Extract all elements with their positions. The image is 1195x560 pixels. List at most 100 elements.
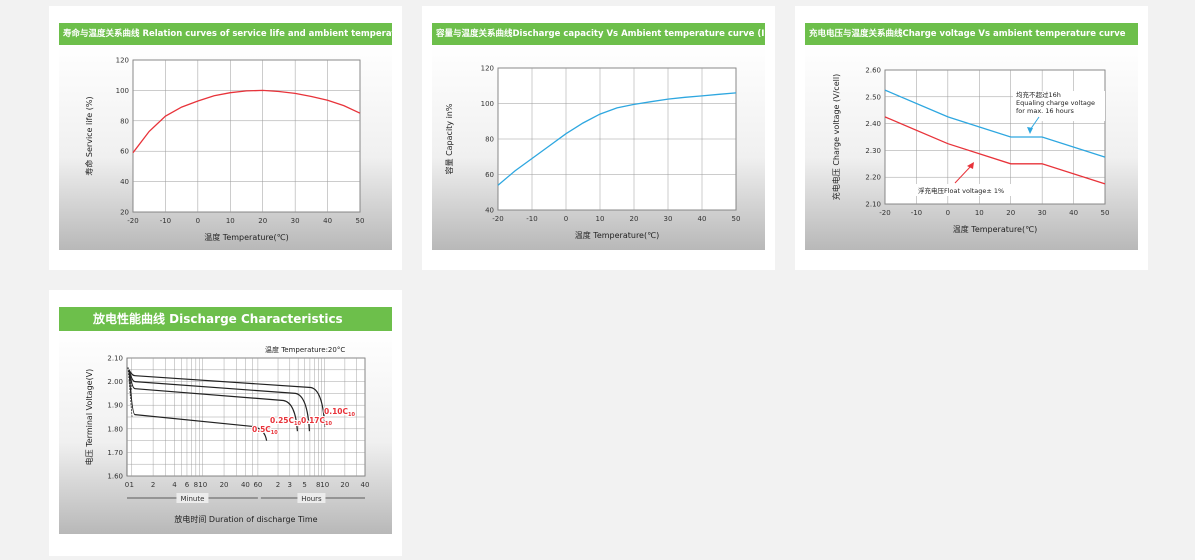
annotation-text: for max. 16 hours — [1016, 107, 1075, 115]
x-tick-label: 10 — [198, 481, 207, 489]
y-tick-label: 1.60 — [107, 473, 123, 481]
bracket-label-bg — [297, 493, 326, 503]
annotation-text: 浮充电压Float voltage± 1% — [918, 186, 1004, 195]
chart-card-capacity: 容量与温度关系曲线Discharge capacity Vs Ambient t… — [422, 6, 775, 270]
y-tick-label: 120 — [116, 57, 129, 65]
annotation-text: 均充不超过16h — [1016, 90, 1061, 99]
annotation-bg — [1013, 91, 1105, 121]
x-tick-label: -10 — [526, 215, 537, 223]
x-tick-label: 4 — [172, 481, 177, 489]
series-line — [884, 116, 1106, 185]
series-label: 0.5C10 — [252, 425, 278, 436]
annotation-arrow — [954, 165, 972, 184]
x-tick-label: -20 — [879, 209, 890, 217]
chart-title-banner: 放电性能曲线 Discharge Characteristics — [59, 307, 392, 331]
x-tick-label: 0 — [196, 217, 200, 225]
y-axis-label: 充电电压 Charge voltage (V/cell) — [831, 74, 841, 200]
plot-area — [132, 59, 361, 213]
x-tick-label: 30 — [664, 215, 673, 223]
x-tick-label: 0 — [125, 481, 129, 489]
x-tick-label: 50 — [732, 215, 741, 223]
chart-svg: -20 -10 0 10 20 30 40 50 20 40 60 80 100 120 温度 Temper… — [84, 57, 365, 243]
x-tick-label: 2 — [151, 481, 155, 489]
x-tick-label: 20 — [1006, 209, 1015, 217]
series-label: 0.17C10 — [301, 416, 332, 427]
y-tick-label: 60 — [485, 171, 494, 179]
y-tick-label: 100 — [481, 100, 494, 108]
y-tick-label: 80 — [485, 136, 494, 144]
discharge-curve — [128, 369, 311, 432]
x-axis-label: 温度 Temperature(℃) — [204, 232, 288, 242]
x-tick-label: 0 — [946, 209, 950, 217]
x-tick-label: 20 — [340, 481, 349, 489]
x-tick-label: 8 — [194, 481, 198, 489]
series-line — [132, 89, 361, 154]
y-axis-label: 寿命 Service life (%) — [84, 96, 94, 175]
x-tick-label: 40 — [698, 215, 707, 223]
y-tick-label: 80 — [120, 117, 129, 125]
chart-title: 充电电压与温度关系曲线Charge voltage Vs ambient tem… — [809, 29, 1126, 39]
annotation-arrowhead — [967, 162, 974, 169]
chart-svg: -20 -10 0 10 20 30 40 50 40 60 80 100 120 温度 Temperat… — [444, 65, 741, 241]
y-tick-label: 40 — [485, 207, 494, 215]
discharge-curve — [128, 369, 268, 441]
temperature-annotation: 温度 Temperature:20°C — [265, 345, 345, 354]
x-axis-label: 温度 Temperature(℃) — [953, 224, 1037, 234]
y-tick-label: 120 — [481, 65, 494, 73]
discharge-curve — [128, 369, 326, 427]
x-tick-label: 0 — [564, 215, 568, 223]
x-group-label: Hours — [301, 495, 322, 503]
chart-title-banner: 寿命与温度关系曲线 Relation curves of service lif… — [59, 23, 392, 45]
x-tick-label: 10 — [596, 215, 605, 223]
x-tick-label: 20 — [220, 481, 229, 489]
series-label: 0.25C10 — [270, 416, 301, 427]
chart-title: 放电性能曲线 Discharge Characteristics — [93, 312, 343, 326]
y-tick-label: 20 — [120, 209, 129, 217]
y-axis-label: 电压 Terminal Voltage(V) — [84, 369, 94, 466]
annotation-text: Equaling charge voltage — [1016, 99, 1095, 107]
chart-title: 寿命与温度关系曲线 Relation curves of service lif… — [63, 29, 392, 39]
y-tick-label: 2.40 — [865, 120, 881, 128]
x-tick-label: 5 — [302, 481, 306, 489]
x-tick-label: -20 — [492, 215, 503, 223]
x-axis-label: 温度 Temperature(℃) — [575, 230, 659, 240]
chart-card-charge-voltage: 充电电压与温度关系曲线Charge voltage Vs ambient tem… — [795, 6, 1148, 270]
bracket-label-bg — [176, 493, 209, 503]
annotation-bg — [915, 184, 1022, 196]
y-axis-label: 容量 Capacity in% — [444, 103, 454, 174]
x-tick-label: -10 — [911, 209, 922, 217]
y-tick-label: 40 — [120, 178, 129, 186]
chart-title-banner: 充电电压与温度关系曲线Charge voltage Vs ambient tem… — [805, 23, 1138, 45]
y-tick-label: 2.30 — [865, 147, 881, 155]
x-tick-label: -20 — [127, 217, 138, 225]
x-tick-label: 30 — [1038, 209, 1047, 217]
x-tick-label: 50 — [356, 217, 365, 225]
chart-svg: 1.601.701.801.902.002.100 1 2 4 6 8 10 20 40 60 2 3… — [84, 345, 369, 524]
x-tick-label: 40 — [1069, 209, 1078, 217]
x-tick-label: 1 — [130, 481, 134, 489]
chart-title-banner: 容量与温度关系曲线Discharge capacity Vs Ambient t… — [432, 23, 765, 45]
x-tick-label: 10 — [226, 217, 235, 225]
y-tick-label: 2.10 — [107, 355, 123, 363]
x-tick-label: 10 — [975, 209, 984, 217]
x-tick-label: 2 — [276, 481, 280, 489]
x-group-label: Minute — [180, 495, 204, 503]
chart-card-service-life: 寿命与温度关系曲线 Relation curves of service lif… — [49, 6, 402, 270]
plot-area — [884, 69, 1106, 205]
x-tick-label: -10 — [160, 217, 171, 225]
y-tick-label: 2.00 — [107, 378, 123, 386]
series-label: 0.10C10 — [324, 407, 355, 418]
y-tick-label: 100 — [116, 87, 129, 95]
x-tick-label: 6 — [185, 481, 190, 489]
curve-initial-dip — [127, 367, 133, 418]
series-line — [497, 92, 737, 186]
x-tick-label: 20 — [258, 217, 267, 225]
annotation-arrowhead — [1027, 127, 1033, 134]
y-tick-label: 2.50 — [865, 93, 881, 101]
x-tick-label: 50 — [1101, 209, 1110, 217]
x-tick-label: 30 — [291, 217, 300, 225]
chart-title: 容量与温度关系曲线Discharge capacity Vs Ambient t… — [436, 29, 765, 39]
y-tick-label: 60 — [120, 148, 129, 156]
x-tick-label: 40 — [323, 217, 332, 225]
x-tick-label: 20 — [630, 215, 639, 223]
